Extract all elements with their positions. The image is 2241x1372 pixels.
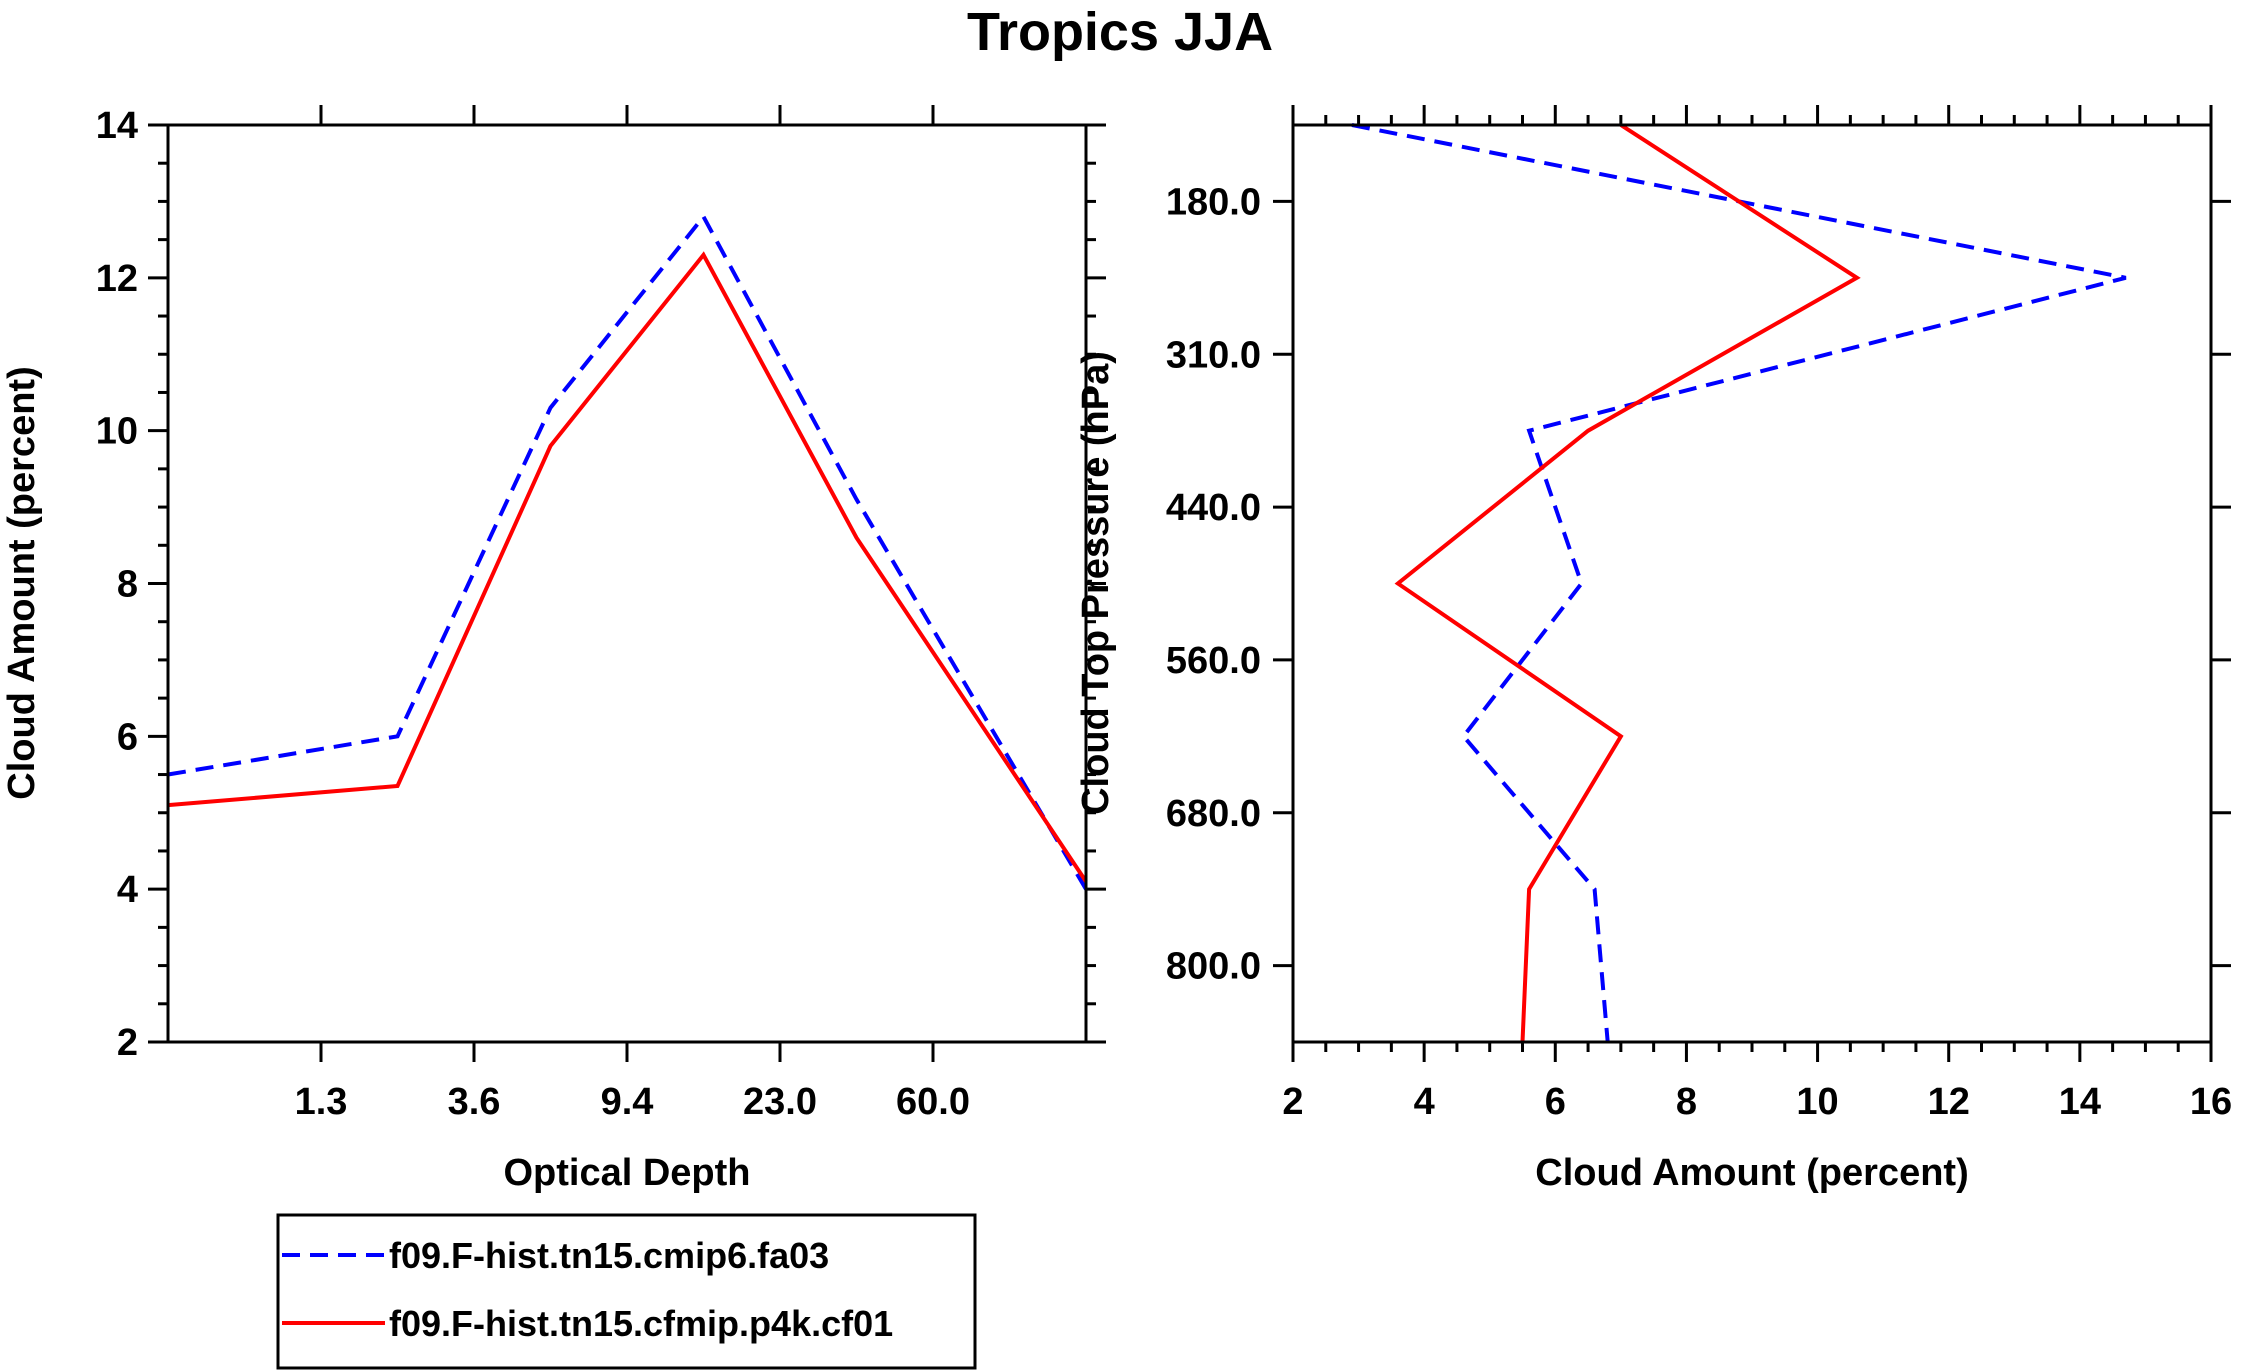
right-y-tick-label: 560.0 [1166, 640, 1261, 682]
right-x-tick-label: 8 [1676, 1081, 1697, 1123]
right-y-tick-label: 680.0 [1166, 793, 1261, 835]
right-x-tick-label: 6 [1545, 1081, 1566, 1123]
left-tick-labels: 2 4 6 8 10 12 14 1.3 3.6 9.4 23.0 60.0 [96, 105, 970, 1123]
right-x-tick-label: 16 [2190, 1081, 2232, 1123]
right-y-tick-label: 440.0 [1166, 487, 1261, 529]
left-y-tick-label: 4 [117, 869, 138, 911]
left-x-axis-label: Optical Depth [503, 1152, 750, 1194]
right-plot-frame [1291, 123, 2213, 1044]
left-x-tick-label: 1.3 [295, 1081, 348, 1123]
left-x-tick-label: 23.0 [743, 1081, 817, 1123]
right-y-axis-label: Cloud Top Pressure (hPa) [1075, 351, 1117, 815]
left-x-tick-label: 3.6 [448, 1081, 501, 1123]
left-x-tick-label: 60.0 [896, 1081, 970, 1123]
right-plot: 2 4 6 8 10 12 14 16 180.0 310.0 440.0 560.0 680.0 800… [1075, 105, 2232, 1194]
right-series-lines [1351, 123, 2127, 1043]
legend-label-1: f09.F-hist.tn15.cfmip.p4k.cf01 [389, 1303, 893, 1344]
left-series-line-0 [167, 213, 1088, 891]
right-x-tick-label: 10 [1796, 1081, 1838, 1123]
right-series-line-1 [1394, 123, 1861, 1043]
left-series-line-1 [167, 251, 1088, 883]
legend: f09.F-hist.tn15.cmip6.fa03 f09.F-hist.tn… [276, 1213, 977, 1370]
right-x-tick-label: 2 [1282, 1081, 1303, 1123]
right-x-tick-label: 4 [1414, 1081, 1435, 1123]
right-tick-marks [1273, 105, 2231, 1062]
left-x-tick-label: 9.4 [601, 1081, 654, 1123]
left-y-tick-label: 10 [96, 411, 138, 453]
legend-box [276, 1213, 977, 1370]
left-plot-frame [166, 123, 1088, 1044]
left-y-tick-label: 2 [117, 1022, 138, 1064]
left-y-tick-label: 6 [117, 716, 138, 758]
right-tick-labels: 2 4 6 8 10 12 14 16 180.0 310.0 440.0 560.0 680.0 800… [1166, 181, 2232, 1123]
left-y-axis-label: Cloud Amount (percent) [1, 366, 43, 799]
left-plot: 2 4 6 8 10 12 14 1.3 3.6 9.4 23.0 60.0 Optical Dept… [1, 105, 1106, 1194]
right-y-tick-label: 800.0 [1166, 946, 1261, 988]
right-x-tick-label: 14 [2059, 1081, 2101, 1123]
legend-label-0: f09.F-hist.tn15.cmip6.fa03 [389, 1235, 829, 1276]
right-x-axis-label: Cloud Amount (percent) [1535, 1152, 1968, 1194]
left-y-tick-label: 8 [117, 564, 138, 606]
left-y-tick-label: 14 [96, 105, 138, 147]
right-series-line-0 [1351, 123, 2127, 1043]
chart-title: Tropics JJA [967, 2, 1273, 62]
left-y-tick-label: 12 [96, 258, 138, 300]
left-tick-marks [148, 105, 1106, 1062]
right-y-tick-label: 310.0 [1166, 334, 1261, 376]
right-y-tick-label: 180.0 [1166, 181, 1261, 223]
left-series-lines [167, 213, 1088, 891]
right-x-tick-label: 12 [1928, 1081, 1970, 1123]
